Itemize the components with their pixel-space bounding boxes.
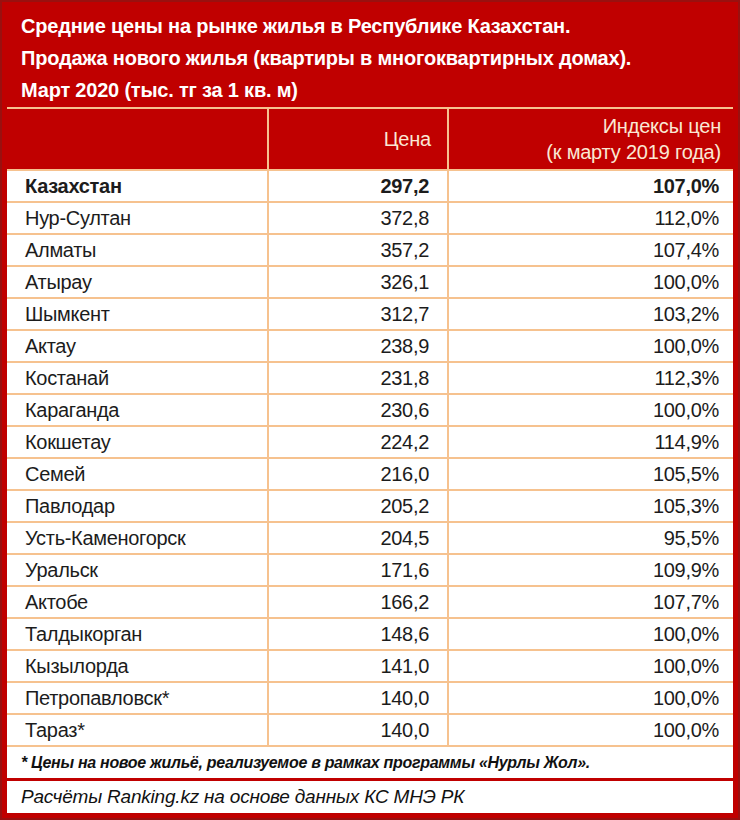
price-cell: 238,9 — [267, 331, 447, 361]
title-line-2: Продажа нового жилья (квартиры в многокв… — [21, 42, 721, 74]
index-cell: 112,3% — [447, 363, 733, 393]
table-row: Семей 216,0 105,5% — [7, 459, 733, 491]
price-cell: 231,8 — [267, 363, 447, 393]
index-cell: 105,5% — [447, 459, 733, 489]
region-cell: Нур-Султан — [7, 203, 267, 233]
region-cell: Алматы — [7, 235, 267, 265]
title-line-3: Март 2020 (тыс. тг за 1 кв. м) — [21, 74, 721, 106]
region-cell: Петропавловск* — [7, 683, 267, 713]
region-cell: Павлодар — [7, 491, 267, 521]
header-index-line-2: (к марту 2019 года) — [546, 139, 721, 165]
price-cell: 312,7 — [267, 299, 447, 329]
table-row: Уральск 171,6 109,9% — [7, 555, 733, 587]
region-cell: Тараз* — [7, 715, 267, 745]
table-row: Шымкент 312,7 103,2% — [7, 299, 733, 331]
region-cell: Актау — [7, 331, 267, 361]
index-cell: 105,3% — [447, 491, 733, 521]
index-cell: 114,9% — [447, 427, 733, 457]
region-cell: Талдыкорган — [7, 619, 267, 649]
price-cell: 224,2 — [267, 427, 447, 457]
table-row: Талдыкорган 148,6 100,0% — [7, 619, 733, 651]
region-cell: Усть-Каменогорск — [7, 523, 267, 553]
header-index-line-1: Индексы цен — [603, 113, 721, 139]
table-row: Кокшетау 224,2 114,9% — [7, 427, 733, 459]
report-title: Средние цены на рынке жилья в Республике… — [7, 7, 733, 107]
index-cell: 100,0% — [447, 651, 733, 681]
index-cell: 103,2% — [447, 299, 733, 329]
index-cell: 95,5% — [447, 523, 733, 553]
region-cell: Шымкент — [7, 299, 267, 329]
region-cell: Кызылорда — [7, 651, 267, 681]
table-row: Кызылорда 141,0 100,0% — [7, 651, 733, 683]
table-row: Тараз* 140,0 100,0% — [7, 715, 733, 747]
index-cell: 100,0% — [447, 715, 733, 745]
index-cell: 109,9% — [447, 555, 733, 585]
price-cell: 148,6 — [267, 619, 447, 649]
source-credit: Расчёты Ranking.kz на основе данных КС М… — [7, 781, 733, 813]
table-header-row: Цена Индексы цен (к марту 2019 года) — [7, 109, 733, 171]
price-cell: 230,6 — [267, 395, 447, 425]
region-cell: Костанай — [7, 363, 267, 393]
region-cell: Кокшетау — [7, 427, 267, 457]
index-cell: 107,7% — [447, 587, 733, 617]
header-index-cell: Индексы цен (к марту 2019 года) — [447, 109, 733, 169]
report-inner: Средние цены на рынке жилья в Республике… — [2, 2, 738, 818]
index-cell: 100,0% — [447, 683, 733, 713]
table-row: Павлодар 205,2 105,3% — [7, 491, 733, 523]
table-row: Костанай 231,8 112,3% — [7, 363, 733, 395]
region-cell: Караганда — [7, 395, 267, 425]
table-row: Казахстан 297,2 107,0% — [7, 171, 733, 203]
price-cell: 171,6 — [267, 555, 447, 585]
title-line-1: Средние цены на рынке жилья в Республике… — [21, 10, 721, 42]
price-cell: 357,2 — [267, 235, 447, 265]
table-row: Актобе 166,2 107,7% — [7, 587, 733, 619]
table-row: Атырау 326,1 100,0% — [7, 267, 733, 299]
price-cell: 205,2 — [267, 491, 447, 521]
table-row: Караганда 230,6 100,0% — [7, 395, 733, 427]
table-body: Казахстан 297,2 107,0% Нур-Султан 372,8 … — [7, 171, 733, 747]
price-cell: 297,2 — [267, 171, 447, 201]
index-cell: 112,0% — [447, 203, 733, 233]
price-cell: 166,2 — [267, 587, 447, 617]
index-cell: 100,0% — [447, 267, 733, 297]
table-row: Усть-Каменогорск 204,5 95,5% — [7, 523, 733, 555]
footnote: * Цены на новое жильё, реализуемое в рам… — [7, 747, 733, 778]
price-cell: 141,0 — [267, 651, 447, 681]
index-cell: 107,4% — [447, 235, 733, 265]
price-cell: 140,0 — [267, 683, 447, 713]
index-cell: 100,0% — [447, 331, 733, 361]
price-cell: 216,0 — [267, 459, 447, 489]
index-cell: 100,0% — [447, 395, 733, 425]
price-cell: 326,1 — [267, 267, 447, 297]
region-cell: Атырау — [7, 267, 267, 297]
header-price-cell: Цена — [267, 109, 447, 169]
index-cell: 100,0% — [447, 619, 733, 649]
region-cell: Казахстан — [7, 171, 267, 201]
price-cell: 204,5 — [267, 523, 447, 553]
region-cell: Семей — [7, 459, 267, 489]
table-row: Актау 238,9 100,0% — [7, 331, 733, 363]
price-cell: 140,0 — [267, 715, 447, 745]
table-row: Алматы 357,2 107,4% — [7, 235, 733, 267]
header-region-cell — [7, 109, 267, 169]
table-row: Нур-Султан 372,8 112,0% — [7, 203, 733, 235]
table-row: Петропавловск* 140,0 100,0% — [7, 683, 733, 715]
region-cell: Уральск — [7, 555, 267, 585]
report-frame: Средние цены на рынке жилья в Республике… — [0, 0, 740, 820]
region-cell: Актобе — [7, 587, 267, 617]
price-cell: 372,8 — [267, 203, 447, 233]
index-cell: 107,0% — [447, 171, 733, 201]
